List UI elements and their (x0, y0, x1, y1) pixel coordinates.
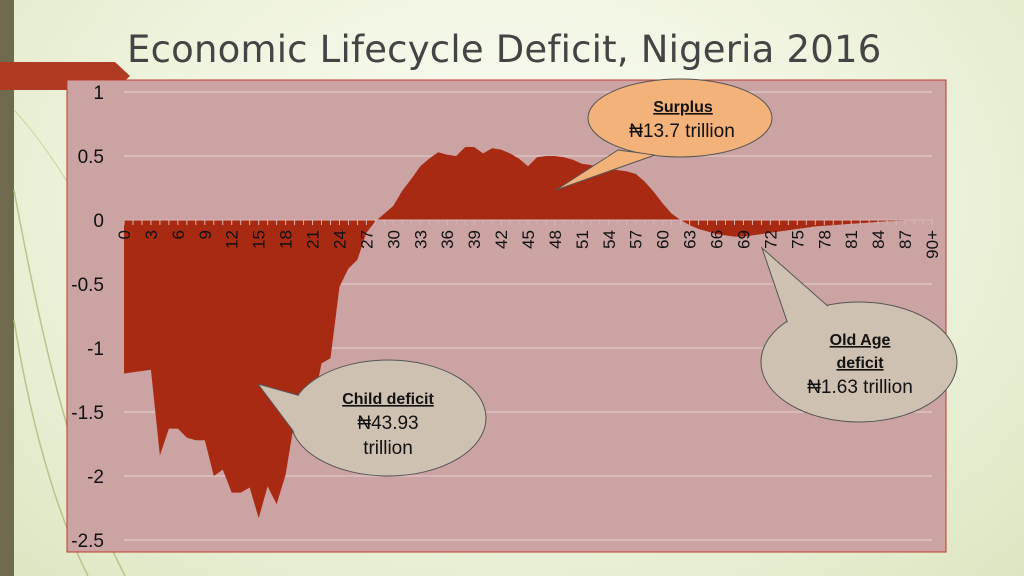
surplus-callout-value: ₦13.7 trillion (629, 121, 735, 142)
x-tick-label: 87 (896, 230, 915, 249)
y-tick-label: -2 (87, 467, 104, 488)
x-tick-label: 60 (654, 230, 673, 249)
page-title: Economic Lifecycle Deficit, Nigeria 2016 (127, 28, 882, 71)
child-callout-value-line2: trillion (363, 438, 413, 459)
x-tick-label: 24 (331, 230, 350, 249)
oldage-callout-value: ₦1.63 trillion (807, 377, 913, 398)
x-tick-label: 63 (681, 230, 700, 249)
x-tick-label: 72 (761, 230, 780, 249)
area-series (124, 147, 932, 519)
y-tick-label: -1 (87, 339, 104, 360)
y-tick-label: 0 (93, 211, 104, 232)
x-tick-label: 78 (815, 230, 834, 249)
x-tick-label: 3 (142, 230, 161, 239)
y-tick-label: -1.5 (71, 403, 104, 424)
y-tick-label: 0.5 (78, 147, 104, 168)
y-tick-label: -0.5 (71, 275, 104, 296)
x-tick-label: 42 (492, 230, 511, 249)
x-tick-label: 69 (735, 230, 754, 249)
y-tick-label: 1 (93, 83, 104, 104)
x-tick-label: 12 (223, 230, 242, 249)
x-tick-label: 81 (842, 230, 861, 249)
x-tick-label: 48 (546, 230, 565, 249)
x-tick-label: 57 (627, 230, 646, 249)
child-callout-fill (291, 361, 485, 475)
oldage-callout-fill (762, 303, 956, 421)
x-tick-label: 45 (519, 230, 538, 249)
surplus-callout-pointer (555, 149, 656, 191)
surplus-callout-title: Surplus (653, 99, 713, 116)
x-tick-label: 54 (600, 230, 619, 249)
x-tick-label: 66 (708, 230, 727, 249)
x-tick-label: 39 (465, 230, 484, 249)
x-tick-label: 84 (869, 230, 888, 249)
x-tick-label: 18 (277, 230, 296, 249)
x-tick-label: 0 (115, 230, 134, 239)
x-tick-label: 15 (250, 230, 269, 249)
left-border-bar (0, 0, 14, 576)
x-tick-label: 51 (573, 230, 592, 249)
x-tick-label: 33 (411, 230, 430, 249)
x-tick-label: 30 (384, 230, 403, 249)
x-tick-label: 21 (304, 230, 323, 249)
oldage-callout-title-line1: Old Age (830, 332, 891, 349)
x-tick-label: 90+ (923, 230, 942, 259)
oldage-callout-title-line2: deficit (836, 355, 884, 372)
x-tick-label: 75 (788, 230, 807, 249)
child-callout-value-line1: ₦43.93 (357, 413, 418, 434)
x-tick-label: 6 (169, 230, 188, 239)
x-tick-label: 27 (357, 230, 376, 249)
x-tick-label: 9 (196, 230, 215, 239)
child-callout-title: Child deficit (342, 391, 434, 408)
x-tick-label: 36 (438, 230, 457, 249)
y-tick-label: -2.5 (71, 531, 104, 552)
surplus-callout-fill (589, 80, 771, 156)
